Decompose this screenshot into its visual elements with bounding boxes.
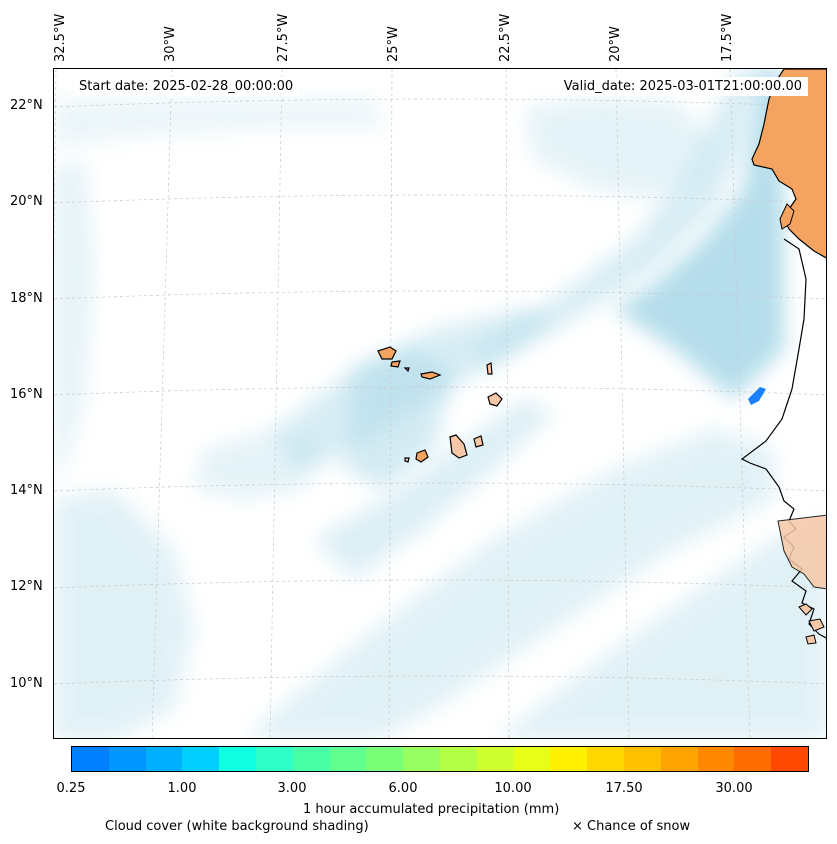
- lat-label-10n: 10°N: [10, 676, 43, 691]
- parallel-12n: [54, 579, 826, 589]
- lat-label-18n: 18°N: [10, 291, 43, 306]
- colorbar-tick-10-00: 10.00: [494, 781, 532, 796]
- precip-patch-blue: [748, 387, 766, 405]
- colorbar-tick-1-00: 1.00: [167, 781, 197, 796]
- lat-label-20n: 20°N: [10, 194, 43, 209]
- colorbar-swatch-8: [366, 747, 404, 771]
- colorbar-swatch-18: [734, 747, 772, 771]
- colorbar-label: 1 hour accumulated precipitation (mm): [303, 802, 560, 817]
- meridian-22-5w: [505, 69, 510, 738]
- cloud-band-west: [54, 159, 94, 489]
- lon-label-22-5w: 22.5°W: [498, 13, 513, 62]
- island-santa-luzia: [403, 367, 410, 373]
- lat-label-12n: 12°N: [10, 579, 43, 594]
- cloud-cover-shading: [54, 69, 826, 738]
- colorbar-swatch-17: [697, 747, 735, 771]
- africa-coastline: [740, 238, 826, 639]
- colorbar-swatch-1: [108, 747, 146, 771]
- colorbar-swatch-11: [476, 747, 514, 771]
- colorbar-tick-0-25: 0.25: [56, 781, 86, 796]
- parallel-16n: [54, 386, 826, 396]
- meridian-25w: [388, 69, 393, 738]
- parallel-20n: [54, 194, 826, 204]
- senegal-river-land: [779, 203, 795, 230]
- colorbar-swatch-13: [550, 747, 588, 771]
- map-panel[interactable]: Start date: 2025-02-28_00:00:00 Valid_da…: [53, 68, 827, 739]
- cloud-cover-legend: Cloud cover (white background shading): [105, 819, 369, 834]
- cape-verde-islands: [377, 346, 503, 463]
- meridian-27-5w: [269, 69, 283, 738]
- island-sal: [486, 362, 493, 375]
- start-date-label: Start date: 2025-02-28_00:00:00: [73, 77, 300, 96]
- cloud-band-northwest: [54, 97, 384, 149]
- cloud-band-north: [524, 97, 714, 199]
- lon-label-32-5w: 32.5°W: [53, 13, 68, 62]
- colorbar-swatch-2: [145, 747, 183, 771]
- colorbar-tick-30-00: 30.00: [715, 781, 753, 796]
- colorbar-swatch-7: [329, 747, 367, 771]
- valid-date-label: Valid_date: 2025-03-01T21:00:00.00: [557, 77, 808, 96]
- colorbar-swatch-19: [771, 747, 808, 771]
- colorbar-swatch-16: [660, 747, 698, 771]
- lat-label-22n: 22°N: [10, 98, 43, 113]
- graticule: [54, 69, 826, 738]
- island-boa-vista: [487, 392, 503, 407]
- cloud-band-southwest: [54, 489, 194, 738]
- cloud-band-south: [254, 429, 774, 738]
- colorbar-swatch-6: [292, 747, 330, 771]
- island-sao-nicolau: [420, 371, 442, 380]
- meridian-17-5w: [729, 69, 751, 738]
- africa-southeast-land: [777, 514, 826, 590]
- colorbar-swatch-9: [403, 747, 440, 771]
- colorbar-swatch-15: [623, 747, 661, 771]
- island-brava: [404, 457, 410, 463]
- cloud-band-south-central: [314, 399, 554, 579]
- colorbar-swatch-0: [72, 747, 109, 771]
- island-santiago: [449, 434, 468, 459]
- colorbar-swatch-14: [587, 747, 624, 771]
- parallel-14n: [54, 482, 826, 492]
- bissagos-islands: [798, 603, 825, 645]
- lat-label-14n: 14°N: [10, 483, 43, 498]
- colorbar-tick-3-00: 3.00: [277, 781, 307, 796]
- lon-label-20w: 20°W: [608, 26, 623, 62]
- colorbar-swatch-3: [182, 747, 220, 771]
- island-sao-vicente: [390, 360, 401, 368]
- colorbar-swatch-10: [439, 747, 477, 771]
- lon-label-30w: 30°W: [163, 26, 178, 62]
- meridian-30w: [151, 69, 173, 738]
- meridian-20w: [615, 69, 630, 738]
- colorbar-swatch-12: [513, 747, 551, 771]
- map-canvas: [54, 69, 826, 738]
- colorbar-tick-17-50: 17.50: [605, 781, 643, 796]
- island-maio: [473, 435, 484, 448]
- parallel-22n: [54, 98, 826, 108]
- colorbar-tick-6-00: 6.00: [388, 781, 418, 796]
- colorbar-swatch-4: [219, 747, 256, 771]
- parallel-18n: [54, 290, 826, 300]
- lon-label-27-5w: 27.5°W: [276, 13, 291, 62]
- lat-label-16n: 16°N: [10, 387, 43, 402]
- colorbar-swatch-5: [255, 747, 293, 771]
- precipitation-colorbar: [71, 746, 809, 772]
- island-santo-antao: [377, 346, 397, 360]
- parallel-10n: [54, 675, 826, 685]
- snow-legend: × Chance of snow: [572, 819, 691, 834]
- cloud-band-center-west: [194, 429, 324, 499]
- cloud-band-northeast: [614, 69, 784, 399]
- lon-label-25w: 25°W: [386, 26, 401, 62]
- island-fogo: [415, 449, 429, 463]
- cloud-band-southeast: [496, 519, 826, 738]
- africa-north-land: [751, 69, 826, 259]
- lon-label-17-5w: 17.5°W: [720, 13, 735, 62]
